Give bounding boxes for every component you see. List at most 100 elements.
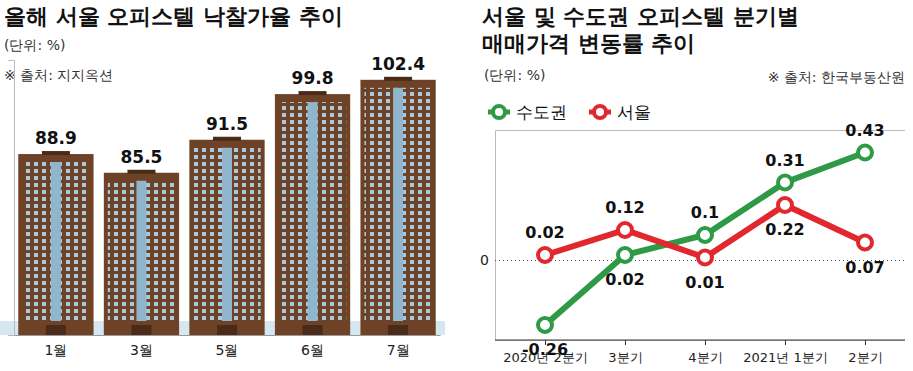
bar-windows bbox=[193, 148, 260, 321]
bar-door bbox=[303, 325, 323, 335]
x-tick: 2분기 bbox=[848, 340, 882, 365]
marker bbox=[858, 236, 872, 250]
data-label: 0.43 bbox=[845, 121, 884, 140]
marker bbox=[698, 228, 712, 242]
y-tick-label: 0 bbox=[480, 252, 489, 268]
x-tick-mark bbox=[865, 340, 866, 345]
bar-door bbox=[46, 325, 66, 335]
x-tick: 3분기 bbox=[608, 340, 642, 365]
y-axis: 0 bbox=[480, 131, 905, 341]
bar-door bbox=[388, 325, 408, 335]
x-tick: 7월 bbox=[387, 335, 410, 358]
x-tick-mark bbox=[625, 340, 626, 345]
x-tick-label: 2021년 1분기 bbox=[743, 350, 828, 365]
data-label: 0.31 bbox=[765, 151, 804, 170]
legend-item: 수도권 bbox=[488, 102, 567, 122]
x-tick: 2021년 1분기 bbox=[743, 340, 828, 365]
source: ※ 출처: 한국부동산원 bbox=[768, 69, 905, 85]
bar-center-strip bbox=[308, 102, 318, 321]
x-axis-line bbox=[15, 335, 441, 336]
data-label: 99.8 bbox=[292, 68, 334, 88]
legend: 수도권 서울 bbox=[488, 102, 651, 122]
bar-center-strip bbox=[136, 181, 146, 321]
x-axis: 1월 3월 5월 6월 7월 bbox=[15, 335, 441, 358]
x-tick-label: 6월 bbox=[301, 342, 324, 358]
x-tick: 5월 bbox=[216, 335, 239, 358]
legend-marker bbox=[594, 106, 606, 118]
data-label: 0.22 bbox=[765, 220, 804, 239]
figure: 올해 서울 오피스텔 낙찰가율 추이 (단위: %) ※ 출처: 지지옥션 1월 3월 5… bbox=[0, 0, 913, 371]
x-tick-label: 3월 bbox=[130, 342, 153, 358]
x-axis: 2020년 2분기 3분기 4분기 2021년 1분기 2분기 bbox=[495, 340, 905, 365]
x-tick-label: 1월 bbox=[44, 342, 67, 358]
bar-center-strip bbox=[51, 162, 61, 321]
legend-label: 서울 bbox=[617, 102, 651, 122]
x-tick-mark bbox=[705, 340, 706, 345]
x-tick: 4분기 bbox=[688, 340, 722, 365]
x-tick-label: 4분기 bbox=[688, 350, 722, 365]
bar-windows bbox=[22, 162, 89, 321]
lines bbox=[538, 146, 872, 333]
legend-label: 수도권 bbox=[516, 102, 567, 122]
series-line bbox=[545, 153, 865, 326]
subtitle: (단위: %) bbox=[484, 67, 545, 83]
data-label: 0.12 bbox=[605, 198, 644, 217]
bar-windows bbox=[279, 102, 346, 321]
x-tick-label: 2분기 bbox=[848, 350, 882, 365]
y-axis-line bbox=[496, 131, 906, 341]
bar bbox=[275, 94, 350, 335]
marker bbox=[538, 318, 552, 332]
marker bbox=[618, 248, 632, 262]
bar-windows bbox=[364, 88, 431, 321]
bar-roof bbox=[213, 137, 241, 141]
bar-roof bbox=[42, 151, 70, 155]
bar-roof bbox=[384, 77, 412, 81]
data-label: 0.1 bbox=[691, 203, 719, 222]
x-tick-mark bbox=[785, 340, 786, 345]
bars bbox=[18, 77, 435, 335]
x-tick: 2020년 2분기 bbox=[503, 340, 588, 365]
data-label: 0.02 bbox=[605, 270, 644, 289]
subtitle: (단위: %) bbox=[4, 37, 65, 53]
line-chart: 서울 및 수도권 오피스텔 분기별매매가격 변동률 추이 (단위: %) ※ 출처:… bbox=[480, 4, 905, 365]
x-tick: 1월 bbox=[44, 335, 67, 358]
marker bbox=[778, 198, 792, 212]
x-tick-label: 7월 bbox=[387, 342, 410, 358]
title: 올해 서울 오피스텔 낙찰가율 추이 bbox=[4, 4, 343, 29]
title: 서울 및 수도권 오피스텔 분기별 bbox=[482, 4, 799, 29]
y-axis-line bbox=[8, 61, 15, 336]
bar-center-strip bbox=[393, 88, 403, 321]
bar bbox=[104, 173, 179, 335]
data-label: 85.5 bbox=[120, 147, 162, 167]
bar-roof bbox=[127, 170, 155, 174]
title: 매매가격 변동률 추이 bbox=[482, 31, 695, 56]
bar-door bbox=[217, 325, 237, 335]
y-axis bbox=[8, 61, 15, 336]
data-label: 0.07 bbox=[845, 258, 884, 277]
data-label: 102.4 bbox=[371, 54, 425, 74]
data-label: -0.26 bbox=[522, 340, 568, 359]
marker bbox=[698, 251, 712, 265]
data-label: 88.9 bbox=[35, 128, 77, 148]
bar-door bbox=[131, 325, 151, 335]
legend-marker bbox=[493, 106, 505, 118]
data-label: 91.5 bbox=[206, 114, 248, 134]
x-tick: 6월 bbox=[301, 335, 324, 358]
bar-center-strip bbox=[222, 148, 232, 321]
bar-chart: 올해 서울 오피스텔 낙찰가율 추이 (단위: %) ※ 출처: 지지옥션 1월 3월 5… bbox=[0, 4, 445, 358]
data-label: 0.01 bbox=[685, 273, 724, 292]
data-label: 0.02 bbox=[525, 223, 564, 242]
bar-windows bbox=[108, 181, 175, 321]
bar-roof bbox=[299, 91, 327, 95]
bar bbox=[18, 154, 93, 335]
marker bbox=[858, 146, 872, 160]
source: ※ 출처: 지지옥션 bbox=[4, 67, 113, 83]
marker bbox=[538, 248, 552, 262]
legend-item: 서울 bbox=[589, 102, 651, 122]
marker bbox=[618, 223, 632, 237]
bar bbox=[360, 80, 435, 335]
x-tick-label: 5월 bbox=[216, 342, 239, 358]
x-tick-label: 3분기 bbox=[608, 350, 642, 365]
marker bbox=[778, 176, 792, 190]
x-tick: 3월 bbox=[130, 335, 153, 358]
